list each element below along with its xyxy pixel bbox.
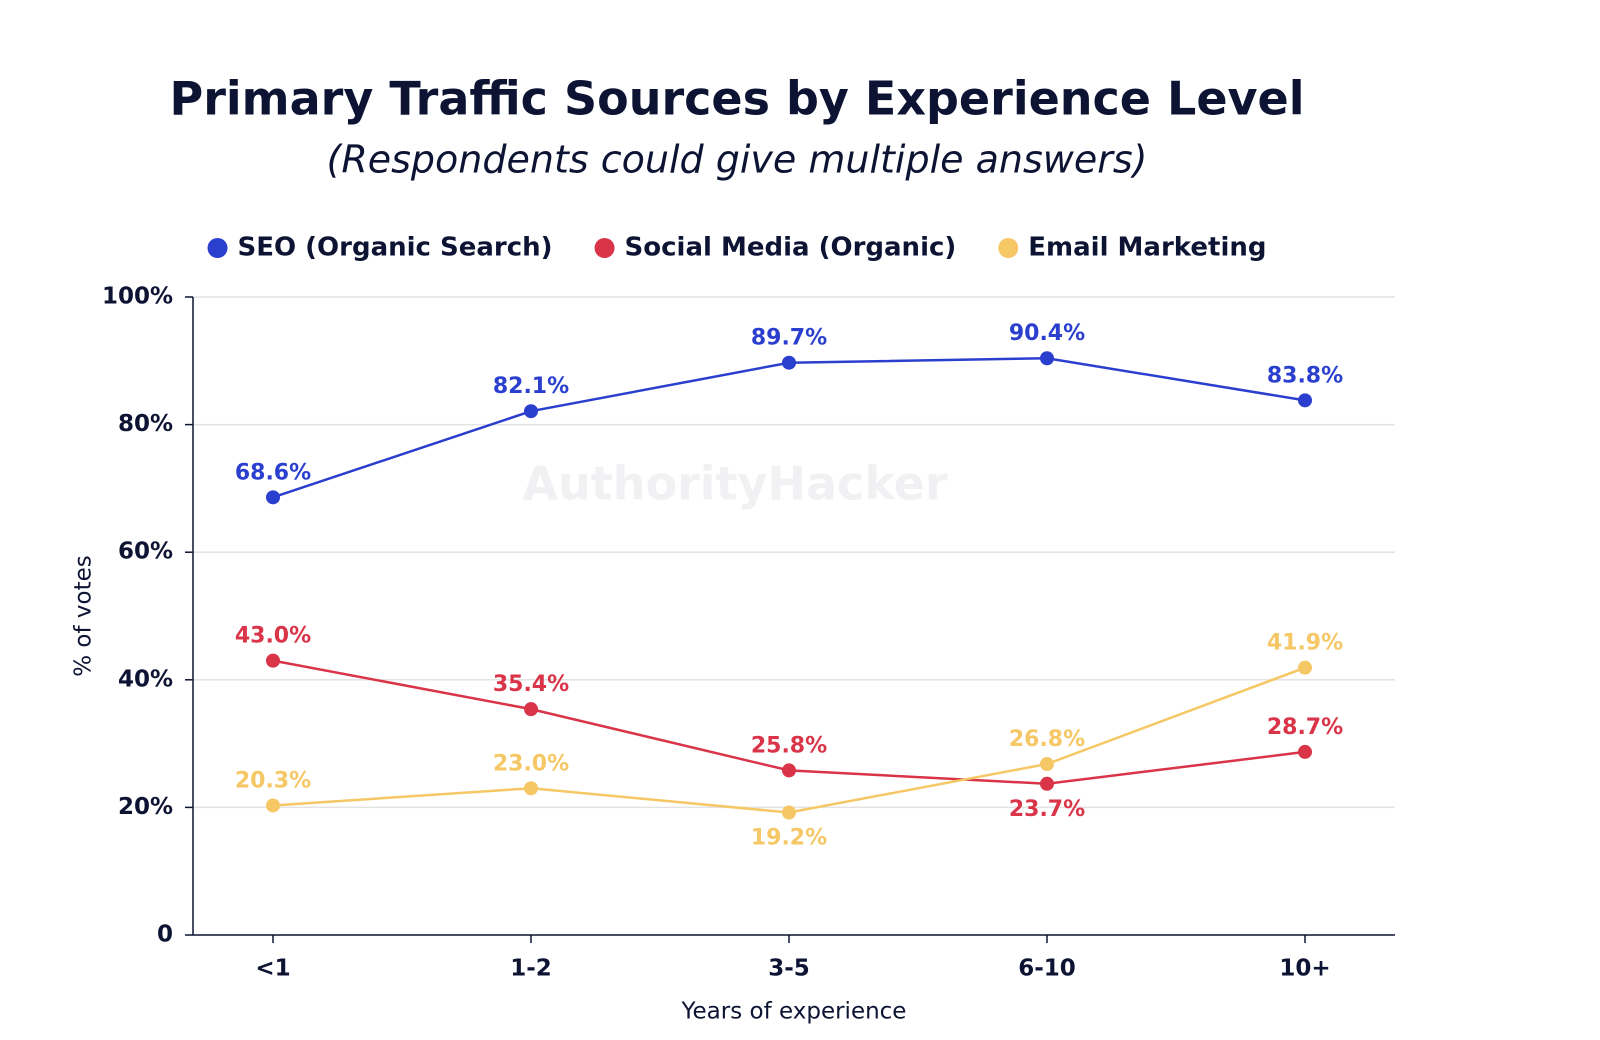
data-label: 19.2% [751, 826, 827, 851]
point [266, 798, 280, 813]
x-tick-label: 3-5 [768, 956, 810, 982]
legend-marker [207, 238, 228, 258]
legend-label: SEO (Organic Search) [238, 233, 553, 263]
y-tick-label: 60% [118, 539, 173, 565]
point [782, 763, 796, 778]
data-label: 26.8% [1009, 727, 1085, 752]
data-label: 25.8% [751, 733, 827, 758]
x-tick-label: 10+ [1279, 956, 1330, 982]
x-tick-label: 6-10 [1018, 956, 1076, 982]
data-label: 43.0% [235, 624, 311, 649]
y-axis-label: % of votes [71, 555, 97, 676]
legend-marker [594, 238, 615, 258]
y-tick-label: 20% [118, 794, 173, 820]
data-label: 35.4% [493, 672, 569, 697]
data-label: 20.3% [235, 768, 311, 793]
chart-title: Primary Traffic Sources by Experience Le… [170, 72, 1305, 126]
y-tick-label: 0 [157, 922, 173, 948]
chart-subtitle: (Respondents could give multiple answers… [327, 138, 1148, 182]
y-tick-label: 100% [102, 284, 173, 310]
point [782, 805, 796, 820]
point [524, 781, 538, 796]
data-label: 89.7% [751, 326, 827, 351]
data-label: 28.7% [1267, 715, 1343, 740]
data-label: 90.4% [1009, 321, 1085, 346]
x-tick-label: 1-2 [510, 956, 552, 982]
data-label: 83.8% [1267, 363, 1343, 388]
x-tick-label: <1 [255, 956, 290, 982]
watermark: AuthorityHacker [522, 457, 947, 511]
point [1298, 393, 1312, 408]
point [782, 355, 796, 370]
legend-marker [998, 238, 1019, 258]
legend-item: SEO (Organic Search) [207, 233, 553, 263]
y-tick-label: 40% [118, 666, 173, 692]
data-label: 41.9% [1267, 631, 1343, 656]
point [1040, 351, 1054, 366]
legend-item: Email Marketing [998, 233, 1266, 263]
legend-label: Email Marketing [1028, 233, 1266, 263]
legend-item: Social Media (Organic) [594, 233, 957, 263]
point [524, 404, 538, 419]
legend: SEO (Organic Search) Social Media (Organi… [207, 233, 1266, 263]
legend-label: Social Media (Organic) [625, 233, 957, 263]
x-axis-label: Years of experience [681, 999, 907, 1025]
data-label: 23.7% [1009, 797, 1085, 822]
point [1298, 660, 1312, 675]
data-label: 23.0% [493, 751, 569, 776]
point [524, 702, 538, 717]
point [1040, 776, 1054, 791]
data-label: 82.1% [493, 374, 569, 399]
data-label: 68.6% [235, 460, 311, 485]
point [1040, 757, 1054, 772]
point [266, 490, 280, 505]
y-tick-label: 80% [118, 411, 173, 437]
point [266, 653, 280, 668]
point [1298, 744, 1312, 759]
